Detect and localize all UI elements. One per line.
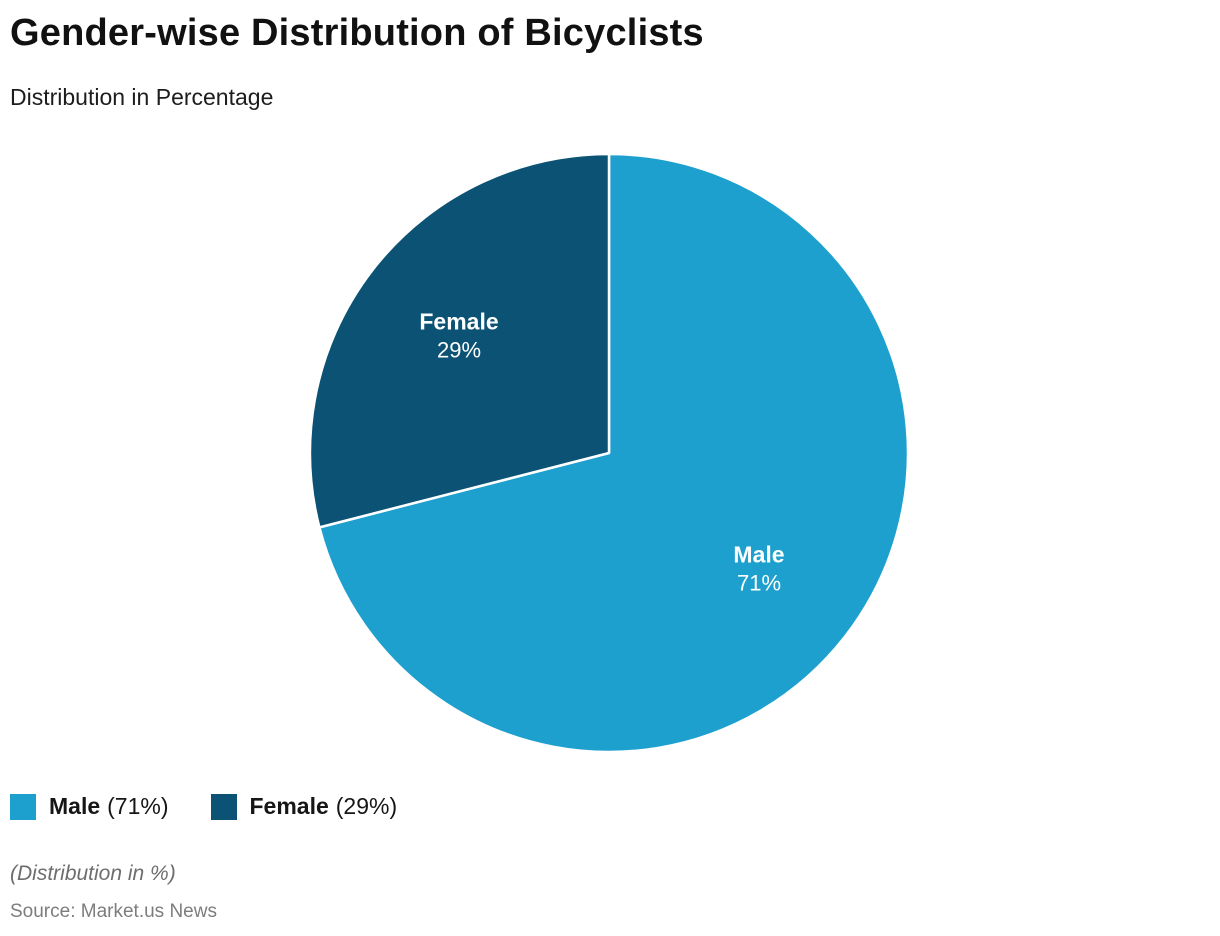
legend-value: (71%): [107, 793, 169, 819]
pie-chart: Male 71% Female 29%: [308, 152, 910, 754]
legend: Male (71%) Female (29%): [10, 793, 397, 820]
pie-slice-male: [318, 152, 910, 754]
legend-label: Female: [249, 793, 329, 819]
distribution-note: (Distribution in %): [10, 862, 176, 885]
legend-item: Female (29%): [210, 793, 398, 820]
pie-slice-label: Male: [733, 541, 784, 567]
pie-slice-value: 71%: [737, 570, 781, 595]
legend-item: Male (71%): [10, 793, 169, 820]
legend-swatch: [10, 793, 36, 820]
pie-slice-value: 29%: [437, 338, 481, 363]
chart-subtitle: Distribution in Percentage: [10, 84, 274, 110]
pie-slice-female: [308, 152, 611, 529]
legend-label: Male: [49, 793, 101, 819]
legend-swatch: [210, 793, 237, 820]
page-title: Gender-wise Distribution of Bicyclists: [10, 12, 704, 54]
pie-slice-label: Female: [419, 309, 498, 335]
source-text: Source: Market.us News: [10, 901, 217, 922]
legend-value: (29%): [335, 793, 398, 819]
